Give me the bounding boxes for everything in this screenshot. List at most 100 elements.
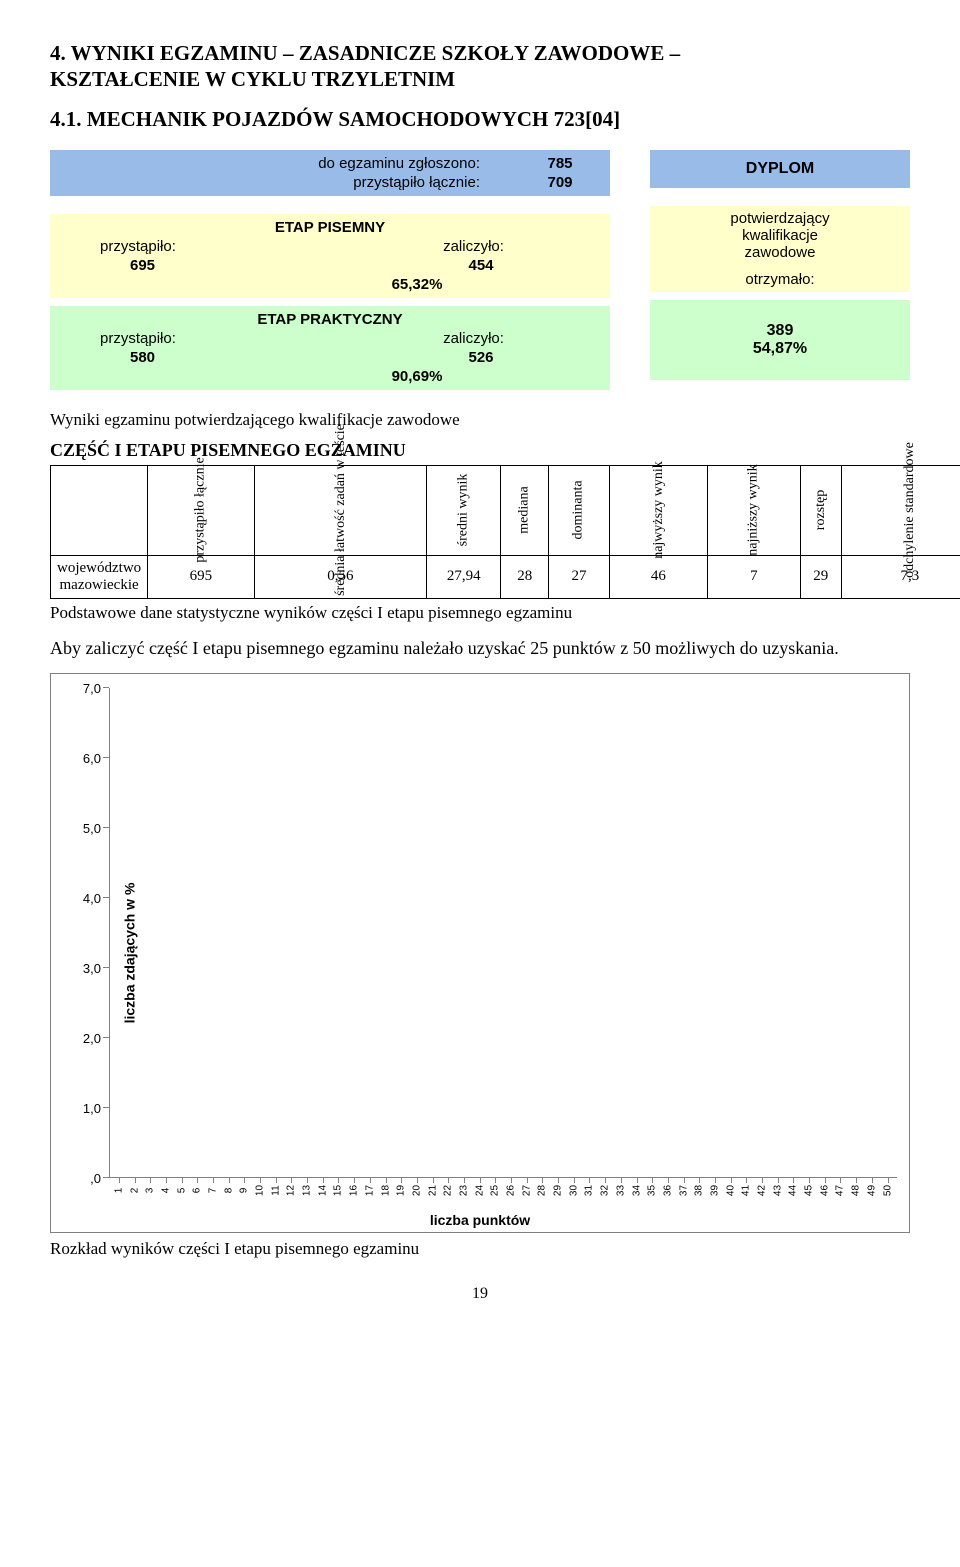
chart-x-tick [464,1178,465,1183]
chart-x-tick [558,1178,559,1183]
enrolled-value: 785 [520,154,600,173]
chart-x-tick-label: 6 [192,1188,203,1194]
chart-x-tick-label: 33 [615,1185,626,1196]
chart-x-tick-label: 38 [694,1185,705,1196]
chart-x-tick-label: 34 [631,1185,642,1196]
practical-passed-lbl: zaliczyło: [347,329,600,348]
chart-x-tick-label: 22 [443,1185,454,1196]
chart-x-tick [417,1178,418,1183]
chart-x-tick-label: 7 [207,1188,218,1194]
chart-x-tick [291,1178,292,1183]
dip-l5: 389 [660,322,900,340]
chart-x-tick-label: 13 [302,1185,313,1196]
chart-x-tick [542,1178,543,1183]
chart-x-tick-label: 16 [349,1185,360,1196]
chart-x-tick [684,1178,685,1183]
attended-label: przystąpiło łącznie: [60,173,520,192]
stats-cell: 27 [549,555,609,598]
stats-cell: 46 [609,555,708,598]
chart-y-tick-label: 1,0 [69,1101,101,1116]
chart-x-tick [213,1178,214,1183]
dip-l2: kwalifikacje [660,227,900,244]
diploma-label: DYPLOM [650,150,910,188]
chart-x-tick [495,1178,496,1183]
practical-attended-val: 580 [60,348,362,367]
chart-x-tick-label: 14 [317,1185,328,1196]
stats-table: przystąpiło łącznieśrednia łatwość zadań… [50,465,960,599]
stats-col-header: najniższy wynik [708,465,800,555]
chart-y-tick [103,1177,109,1178]
chart-x-tick [150,1178,151,1183]
chart-x-tick-label: 15 [333,1185,344,1196]
chart-x-tick-label: 37 [678,1185,689,1196]
chart-y-tick-label: ,0 [69,1171,101,1186]
results-caption: Wyniki egzaminu potwierdzającego kwalifi… [50,410,910,430]
chart-y-tick-label: 7,0 [69,681,101,696]
chart-y-tick-label: 6,0 [69,751,101,766]
written-band: ETAP PISEMNY przystąpiło: zaliczyło: 695… [50,214,610,298]
dip-l1: potwierdzający [660,210,900,227]
chart-x-tick-label: 44 [788,1185,799,1196]
chart-x-tick-label: 28 [537,1185,548,1196]
chart-x-tick-label: 12 [286,1185,297,1196]
dip-l4: otrzymało: [660,271,900,288]
written-header: ETAP PISEMNY [60,218,600,237]
chart-y-tick-label: 2,0 [69,1031,101,1046]
chart-y-tick [103,1037,109,1038]
chart-x-tick [715,1178,716,1183]
part-heading: CZĘŚĆ I ETAPU PISEMNEGO EGZAMINU [50,440,910,461]
chart-x-tick-label: 45 [804,1185,815,1196]
chart-x-tick [260,1178,261,1183]
chart-x-tick-label: 10 [255,1185,266,1196]
chart-x-tick [888,1178,889,1183]
chart-caption: Rozkład wyników części I etapu pisemnego… [50,1239,910,1259]
chart-x-tick-label: 36 [662,1185,673,1196]
chart-x-tick-label: 2 [129,1188,140,1194]
chart-x-tick-label: 43 [772,1185,783,1196]
chart-x-tick [527,1178,528,1183]
chart-x-tick [448,1178,449,1183]
chart-x-tick-label: 21 [427,1185,438,1196]
chart-x-tick-label: 35 [647,1185,658,1196]
enrolled-band: do egzaminu zgłoszono: 785 przystąpiło ł… [50,150,610,196]
chart-x-tick [197,1178,198,1183]
body-text: Aby zaliczyć część I etapu pisemnego egz… [50,637,910,660]
chart-x-tick [323,1178,324,1183]
chart-x-tick [621,1178,622,1183]
chart-x-tick [182,1178,183,1183]
chart-x-tick [401,1178,402,1183]
chart-x-tick [135,1178,136,1183]
chart-x-tick-label: 26 [506,1185,517,1196]
chart-x-tick [793,1178,794,1183]
attended-value: 709 [520,173,600,192]
practical-header: ETAP PRAKTYCZNY [60,310,600,329]
chart-bars: 1234567891011121314151617181920212223242… [109,688,897,1178]
chart-x-tick-label: 17 [364,1185,375,1196]
chart-y-tick-label: 4,0 [69,891,101,906]
written-attended-val: 695 [60,256,362,275]
chart-x-tick [652,1178,653,1183]
chart-x-tick-label: 46 [819,1185,830,1196]
practical-attended-lbl: przystąpiło: [60,329,347,348]
chart-x-tick [166,1178,167,1183]
page-number: 19 [50,1285,910,1303]
written-passed-val: 454 [362,256,600,275]
stats-caption: Podstawowe dane statystyczne wyników czę… [50,603,910,623]
chart-x-tick-label: 48 [851,1185,862,1196]
chart-x-tick-label: 9 [239,1188,250,1194]
chart-x-tick-label: 40 [725,1185,736,1196]
chart-x-tick [778,1178,779,1183]
practical-band: ETAP PRAKTYCZNY przystąpiło: zaliczyło: … [50,306,610,390]
chart-y-tick [103,1107,109,1108]
dip-l6: 54,87% [660,340,900,358]
stats-col-header: dominanta [549,465,609,555]
stats-col-header: najwyższy wynik [609,465,708,555]
chart-x-tick [370,1178,371,1183]
chart-x-tick [856,1178,857,1183]
chart-y-tick [103,827,109,828]
chart-x-tick-label: 3 [145,1188,156,1194]
chart-x-tick [825,1178,826,1183]
chart-y-tick [103,897,109,898]
chart-x-tick [276,1178,277,1183]
chart-x-tick-label: 18 [380,1185,391,1196]
